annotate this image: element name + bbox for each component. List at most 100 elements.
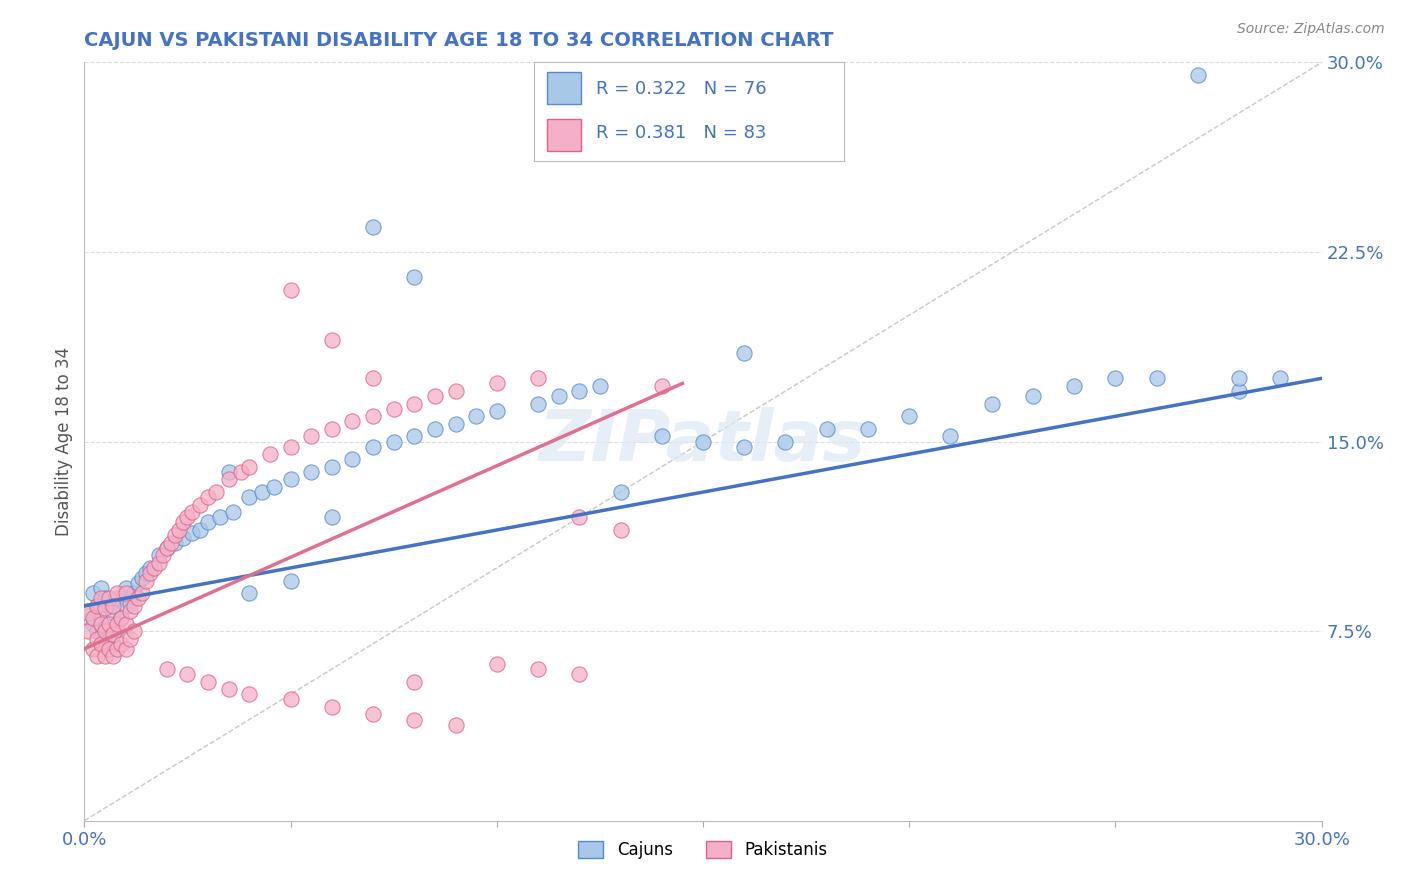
Point [1063, 379, 1085, 393]
Point [568, 510, 591, 524]
Point [609, 485, 631, 500]
Point [105, 622, 128, 636]
Point [1146, 371, 1168, 385]
Point [321, 510, 343, 524]
Point [1270, 371, 1292, 385]
Point [180, 505, 202, 519]
Point [86, 599, 108, 613]
Bar [547, 120, 581, 151]
Point [382, 434, 405, 449]
Point [167, 523, 190, 537]
Point [98, 641, 121, 656]
Point [122, 624, 145, 639]
Text: R = 0.381   N = 83: R = 0.381 N = 83 [596, 124, 766, 142]
Point [172, 516, 194, 530]
Point [148, 556, 170, 570]
Point [321, 459, 343, 474]
Point [361, 440, 384, 454]
Point [485, 657, 508, 671]
Point [98, 632, 121, 646]
Point [423, 389, 446, 403]
Point [114, 599, 136, 613]
Point [547, 389, 569, 403]
Point [103, 637, 125, 651]
Point [444, 717, 467, 731]
Point [1187, 68, 1209, 82]
Point [188, 498, 211, 512]
Point [110, 611, 132, 625]
Point [1022, 389, 1045, 403]
Point [188, 523, 211, 537]
Point [86, 649, 108, 664]
Point [114, 616, 136, 631]
Point [209, 510, 232, 524]
Text: Source: ZipAtlas.com: Source: ZipAtlas.com [1237, 22, 1385, 37]
Point [692, 434, 714, 449]
Point [218, 682, 240, 697]
Point [94, 601, 117, 615]
Point [103, 607, 125, 621]
Point [815, 422, 838, 436]
Point [589, 379, 612, 393]
Point [98, 591, 121, 606]
Point [280, 574, 302, 588]
Point [98, 616, 121, 631]
Point [299, 429, 322, 443]
Point [156, 662, 179, 676]
Point [568, 384, 591, 398]
Point [90, 616, 112, 631]
Point [1227, 371, 1250, 385]
Point [238, 459, 260, 474]
Point [205, 485, 228, 500]
Point [172, 531, 194, 545]
Point [131, 586, 153, 600]
Point [110, 637, 132, 651]
Point [404, 713, 426, 727]
Point [127, 576, 149, 591]
Point [609, 523, 631, 537]
Point [259, 447, 281, 461]
Point [361, 219, 384, 234]
Point [86, 599, 108, 613]
Point [238, 586, 260, 600]
Point [423, 422, 446, 436]
Point [218, 473, 240, 487]
Point [156, 541, 179, 555]
Point [165, 528, 187, 542]
Point [280, 473, 302, 487]
Point [404, 270, 426, 285]
Point [118, 632, 141, 646]
Point [165, 535, 187, 549]
Point [105, 641, 128, 656]
Point [139, 566, 162, 580]
Point [527, 371, 550, 385]
Point [238, 687, 260, 701]
Point [77, 607, 100, 621]
Point [299, 465, 322, 479]
Point [197, 490, 219, 504]
Point [114, 641, 136, 656]
Point [90, 581, 112, 595]
Point [238, 490, 260, 504]
Point [444, 384, 467, 398]
Point [361, 707, 384, 722]
Point [280, 692, 302, 706]
Point [180, 525, 202, 540]
Point [229, 465, 252, 479]
Point [77, 604, 100, 618]
Point [775, 434, 797, 449]
Point [110, 611, 132, 625]
Point [105, 586, 128, 600]
Point [103, 626, 125, 640]
Point [485, 404, 508, 418]
Point [382, 401, 405, 416]
Point [321, 334, 343, 348]
Text: CAJUN VS PAKISTANI DISABILITY AGE 18 TO 34 CORRELATION CHART: CAJUN VS PAKISTANI DISABILITY AGE 18 TO … [84, 30, 834, 50]
Point [152, 548, 174, 563]
Point [90, 611, 112, 625]
Point [485, 376, 508, 391]
Point [361, 371, 384, 385]
Point [1104, 371, 1126, 385]
Point [980, 396, 1002, 410]
Point [160, 535, 183, 549]
